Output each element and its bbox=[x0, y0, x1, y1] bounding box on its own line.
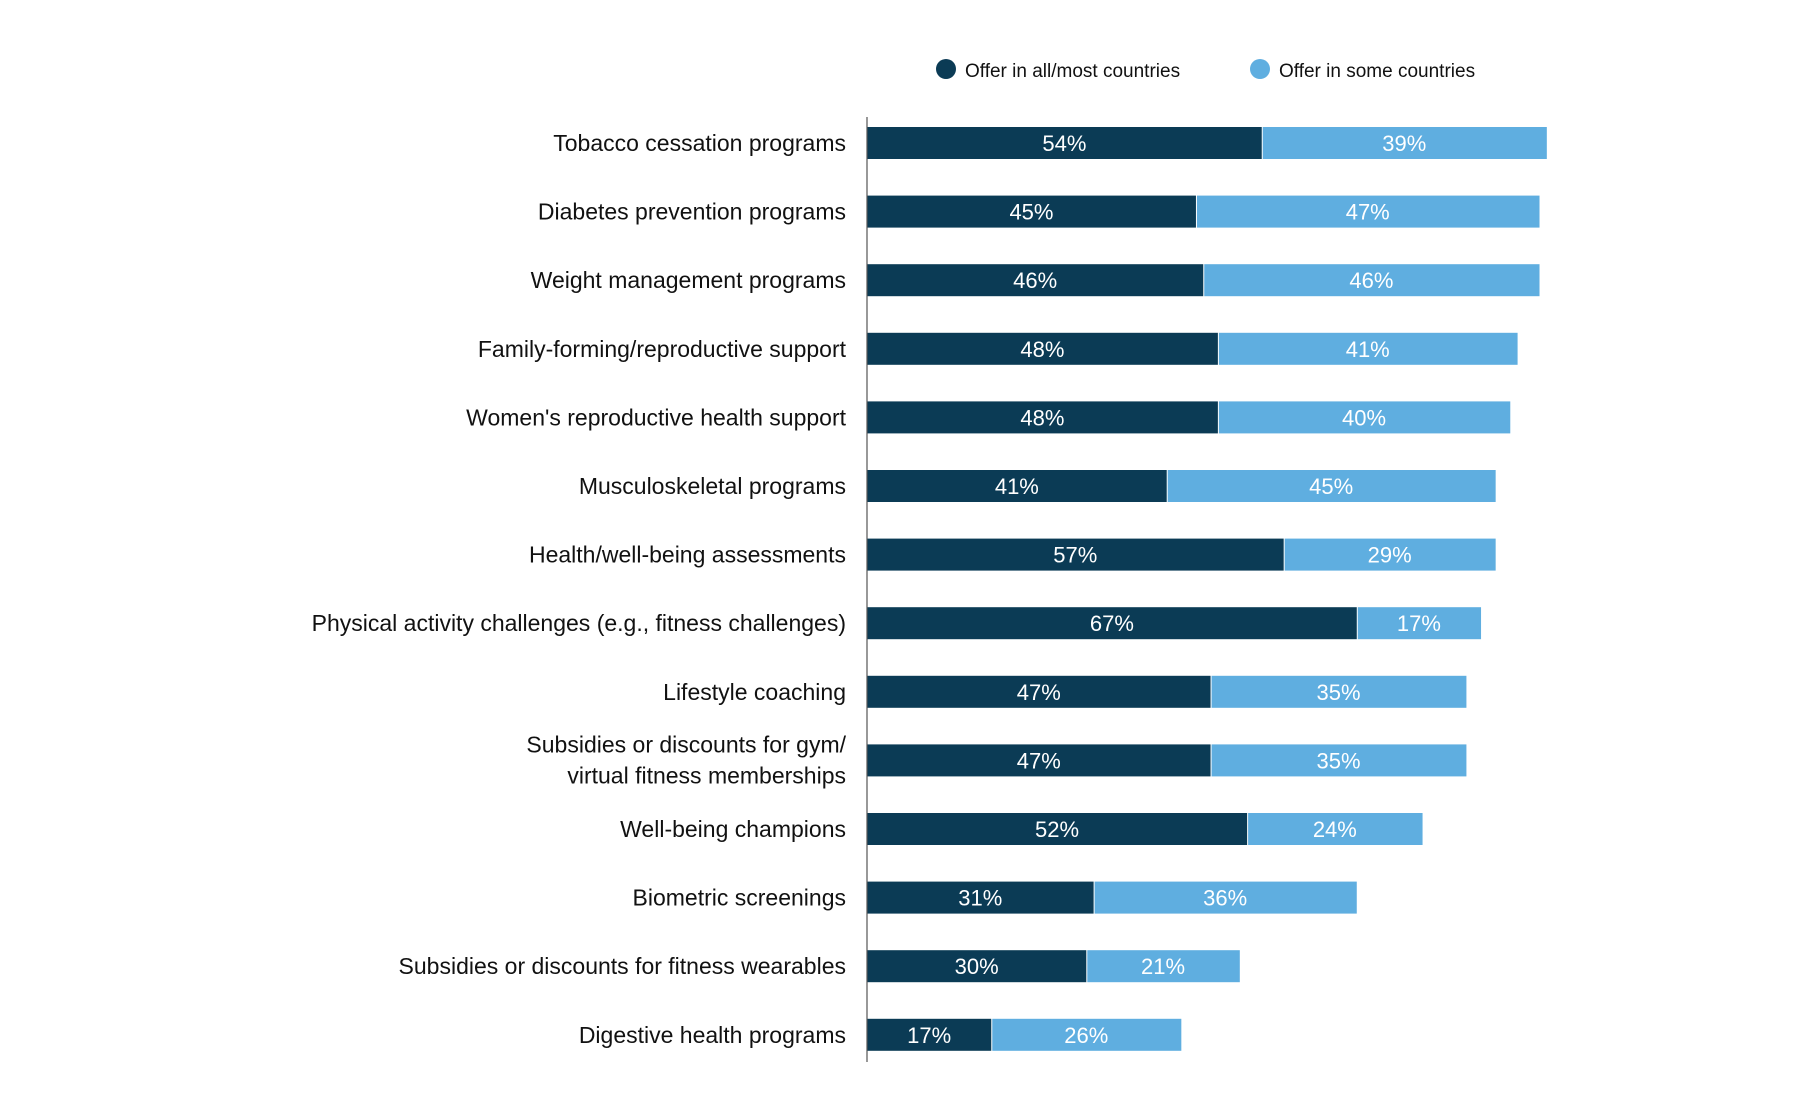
data-label: 35% bbox=[1316, 748, 1360, 773]
data-label: 29% bbox=[1368, 543, 1412, 568]
category-label: Lifestyle coaching bbox=[663, 679, 846, 705]
bar-segment bbox=[1196, 195, 1540, 228]
data-label: 39% bbox=[1382, 131, 1426, 156]
bar-segment bbox=[1211, 744, 1467, 777]
data-label: 17% bbox=[1397, 611, 1441, 636]
data-label: 57% bbox=[1053, 543, 1097, 568]
category-label: Well-being champions bbox=[620, 816, 846, 842]
bar-segment bbox=[1211, 675, 1467, 708]
bar-segment bbox=[867, 607, 1357, 640]
data-label: 40% bbox=[1342, 405, 1386, 430]
category-label: Physical activity challenges (e.g., fitn… bbox=[312, 610, 846, 636]
bar-segment bbox=[1167, 470, 1496, 502]
bar-segment bbox=[1284, 538, 1496, 571]
bar-segment bbox=[1357, 607, 1482, 640]
bar-segment bbox=[867, 195, 1196, 228]
bar-segment bbox=[1262, 127, 1547, 159]
bar-segment bbox=[867, 675, 1211, 708]
bar-segment bbox=[867, 332, 1218, 365]
category-label: Subsidies or discounts for fitness weara… bbox=[399, 953, 846, 979]
category-label-line: Subsidies or discounts for gym/ bbox=[526, 731, 846, 757]
data-label: 67% bbox=[1090, 611, 1134, 636]
category-label: Diabetes prevention programs bbox=[538, 199, 846, 225]
category-label: Weight management programs bbox=[531, 267, 846, 293]
legend-marker bbox=[936, 59, 956, 79]
data-label: 46% bbox=[1013, 268, 1057, 293]
category-label: Tobacco cessation programs bbox=[553, 130, 846, 156]
bar-segment bbox=[1094, 881, 1357, 914]
data-label: 48% bbox=[1020, 405, 1064, 430]
bar-segment bbox=[867, 401, 1218, 434]
data-label: 17% bbox=[907, 1023, 951, 1048]
bar-segment bbox=[867, 1018, 992, 1051]
category-label: Family-forming/reproductive support bbox=[478, 336, 847, 362]
data-label: 36% bbox=[1203, 886, 1247, 911]
data-label: 41% bbox=[1346, 337, 1390, 362]
data-label: 31% bbox=[958, 886, 1002, 911]
data-label: 35% bbox=[1316, 680, 1360, 705]
bar-segment bbox=[867, 127, 1262, 159]
bar-segment bbox=[867, 950, 1087, 983]
bar-segment bbox=[867, 881, 1094, 914]
bar-segment bbox=[1218, 332, 1518, 365]
category-label: Musculoskeletal programs bbox=[579, 473, 846, 499]
bar-segment bbox=[867, 744, 1211, 777]
category-label: Biometric screenings bbox=[633, 885, 846, 911]
data-label: 47% bbox=[1017, 748, 1061, 773]
data-label: 30% bbox=[955, 954, 999, 979]
data-label: 47% bbox=[1017, 680, 1061, 705]
data-label: 41% bbox=[995, 474, 1039, 499]
bar-segment bbox=[867, 538, 1284, 571]
category-label: Digestive health programs bbox=[579, 1022, 846, 1048]
category-label: Health/well-being assessments bbox=[529, 542, 846, 568]
category-label-line: virtual fitness memberships bbox=[567, 762, 846, 788]
data-label: 26% bbox=[1064, 1023, 1108, 1048]
data-label: 54% bbox=[1042, 131, 1086, 156]
data-label: 45% bbox=[1009, 200, 1053, 225]
bar-segment bbox=[1248, 813, 1423, 845]
legend-label: Offer in some countries bbox=[1279, 61, 1475, 82]
data-label: 46% bbox=[1349, 268, 1393, 293]
data-label: 47% bbox=[1346, 200, 1390, 225]
data-label: 21% bbox=[1141, 954, 1185, 979]
data-label: 24% bbox=[1313, 817, 1357, 842]
data-label: 45% bbox=[1309, 474, 1353, 499]
bar-segment bbox=[1218, 401, 1511, 434]
category-label: Subsidies or discounts for gym/virtual f… bbox=[526, 731, 846, 788]
bar-segment bbox=[992, 1018, 1182, 1051]
legend-label: Offer in all/most countries bbox=[965, 61, 1180, 82]
category-label: Women's reproductive health support bbox=[466, 404, 846, 430]
bar-segment bbox=[1087, 950, 1240, 983]
bar-segment bbox=[1204, 264, 1540, 297]
bar-segment bbox=[867, 813, 1248, 845]
data-label: 48% bbox=[1020, 337, 1064, 362]
bar-segment bbox=[867, 264, 1204, 297]
bar-segment bbox=[867, 470, 1167, 502]
legend-marker bbox=[1250, 59, 1270, 79]
data-label: 52% bbox=[1035, 817, 1079, 842]
